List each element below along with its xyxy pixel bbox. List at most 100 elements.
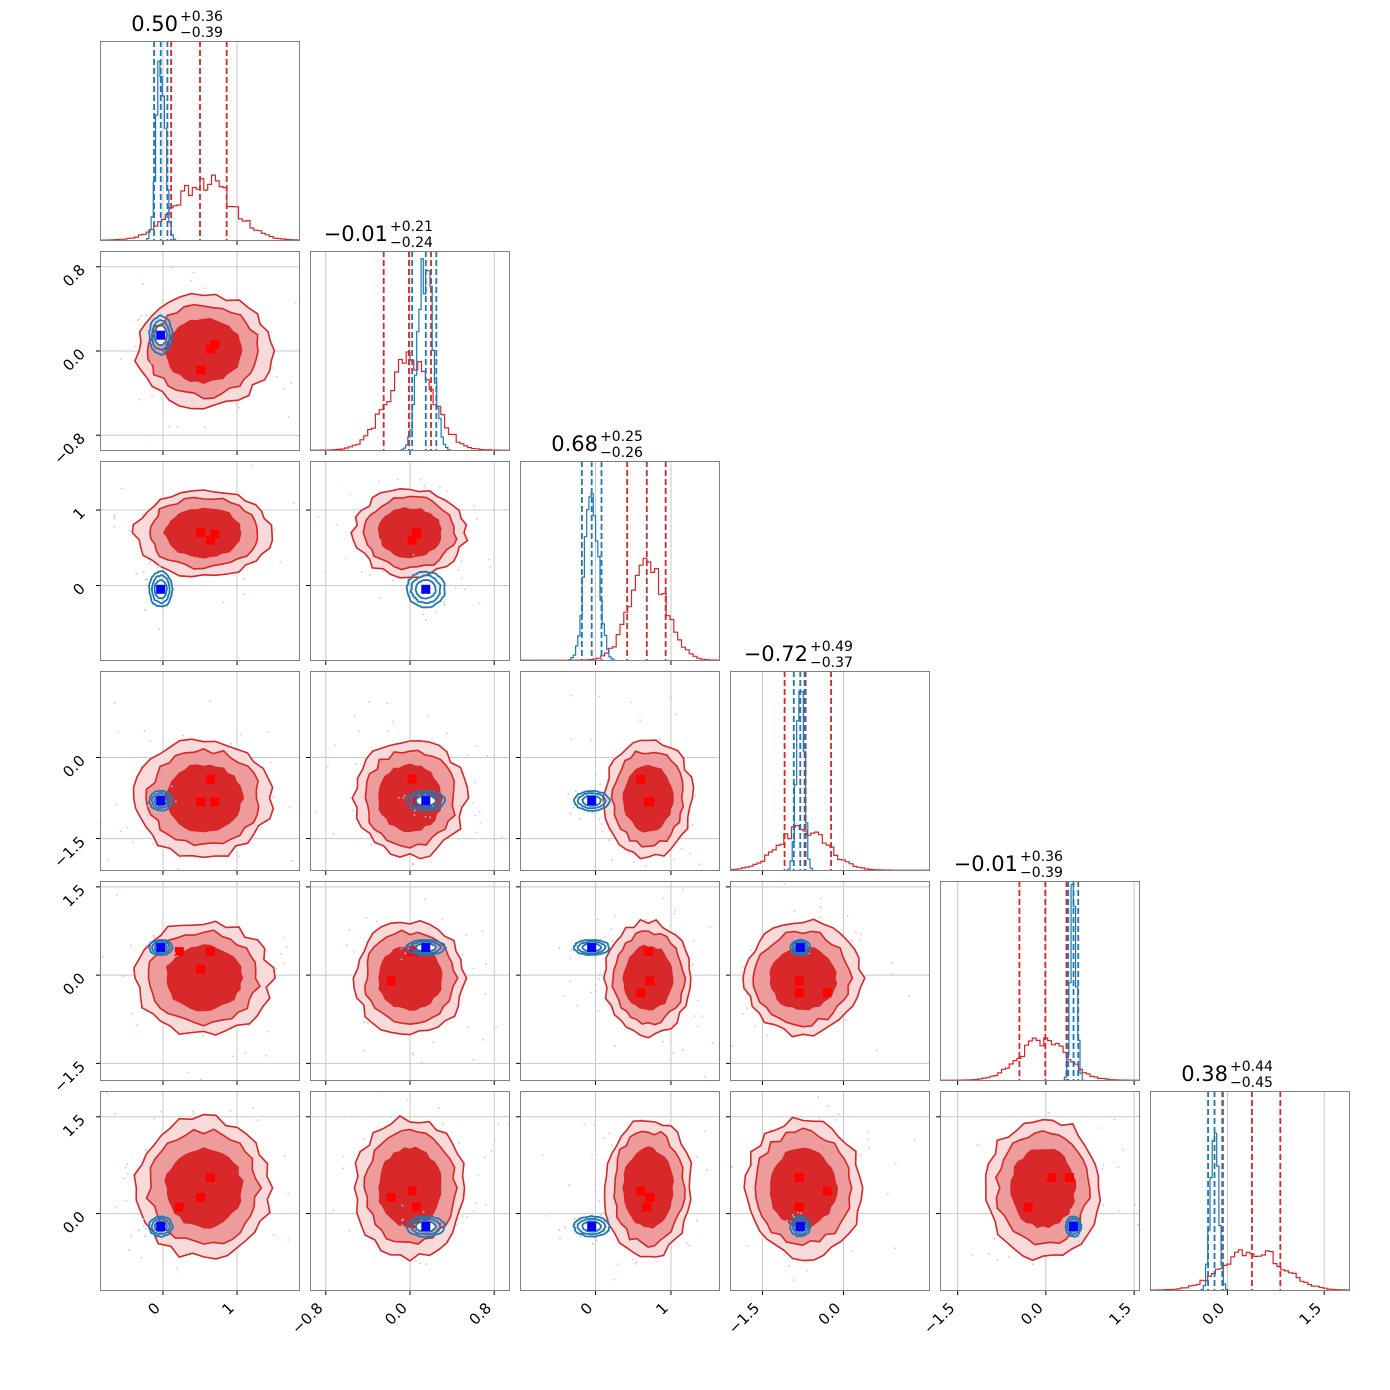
sample-point — [331, 351, 333, 353]
blue-marker — [421, 796, 431, 806]
red-marker — [645, 1193, 655, 1202]
sample-point — [149, 739, 152, 742]
contour-blue-2sigma — [150, 791, 171, 810]
y-tick-label: −1.5 — [50, 833, 88, 871]
red-marker — [642, 1202, 652, 1212]
sample-point — [315, 753, 317, 755]
x-tick-label: 1.5 — [1105, 1299, 1135, 1329]
sample-point — [783, 1254, 786, 1256]
sample-point — [363, 1049, 366, 1052]
sample-point — [695, 1219, 698, 1222]
sample-point — [694, 795, 696, 797]
sample-point — [125, 1199, 128, 1202]
red-marker — [407, 1186, 417, 1196]
sample-point — [475, 517, 478, 520]
sample-point-blue — [558, 1229, 561, 1232]
sample-point — [937, 1167, 939, 1169]
red-marker — [794, 976, 804, 986]
sample-point — [590, 991, 592, 994]
sample-point-blue — [158, 565, 161, 568]
sample-point — [583, 1123, 586, 1126]
title-minus: −0.39 — [180, 25, 223, 41]
sample-point — [599, 783, 601, 786]
sample-point — [120, 830, 122, 832]
sample-point-blue — [461, 953, 464, 956]
sample-point — [204, 426, 207, 429]
sample-point — [138, 398, 141, 401]
sample-point — [971, 1254, 974, 1257]
sample-point — [746, 1245, 749, 1247]
x-tick-label: 0.8 — [465, 1299, 495, 1329]
sample-point-blue — [1069, 1208, 1072, 1211]
sample-point — [675, 713, 678, 716]
sample-point — [632, 1258, 634, 1261]
panel-content — [520, 461, 720, 661]
red-marker — [174, 947, 184, 957]
red-marker — [210, 340, 220, 350]
sample-point-blue — [175, 800, 177, 803]
panel-4-1 — [306, 881, 510, 1085]
sample-point — [232, 1055, 234, 1058]
sample-point — [283, 387, 285, 390]
sample-point-blue — [404, 952, 407, 955]
sample-point — [392, 720, 395, 723]
x-tick-label: 1 — [218, 1299, 237, 1318]
y-tick-label: 0.0 — [59, 345, 89, 375]
sample-point — [501, 835, 503, 838]
sample-point — [859, 938, 861, 941]
sample-point-blue — [158, 1241, 161, 1244]
sample-point — [692, 963, 694, 966]
sample-point — [136, 319, 139, 322]
x-tick-label: 0.0 — [1199, 1299, 1229, 1329]
sample-point — [866, 1131, 869, 1134]
sample-point — [265, 1054, 268, 1057]
sample-point — [613, 1278, 615, 1281]
red-marker — [196, 964, 206, 974]
sample-point — [1122, 1148, 1124, 1151]
panel-content — [730, 671, 930, 871]
sample-point — [890, 973, 893, 975]
sample-point — [165, 1070, 167, 1072]
panel-frame — [940, 881, 1140, 1081]
sample-point — [312, 402, 314, 404]
red-marker — [636, 1186, 646, 1196]
sample-point — [136, 1024, 138, 1026]
panel-frame — [100, 1091, 300, 1291]
sample-point — [279, 561, 282, 564]
sample-point — [446, 490, 448, 492]
sample-point-blue — [617, 1220, 620, 1223]
sample-point-blue — [608, 1217, 611, 1220]
panel-content — [940, 881, 1140, 1081]
sample-point — [541, 1154, 544, 1157]
sample-point — [126, 1173, 129, 1175]
sample-point — [709, 926, 712, 928]
sample-point — [855, 931, 857, 934]
red-marker — [645, 976, 655, 986]
sample-point — [272, 795, 275, 798]
sample-point-blue — [450, 810, 452, 813]
sample-point — [115, 894, 118, 896]
blue-marker — [156, 943, 166, 952]
sample-point — [176, 1267, 179, 1270]
sample-point — [701, 1015, 704, 1017]
sample-point-blue — [172, 322, 175, 325]
sample-point — [754, 1025, 756, 1028]
sample-point-blue — [412, 554, 415, 556]
sample-point — [793, 910, 796, 912]
sample-point — [732, 1146, 734, 1148]
sample-point — [1007, 1256, 1010, 1258]
sample-point — [355, 762, 357, 765]
title-plus: +0.21 — [390, 219, 433, 235]
sample-point — [240, 733, 243, 736]
sample-point — [243, 593, 246, 596]
sample-point-blue — [146, 578, 149, 581]
sample-point-blue — [153, 1211, 156, 1214]
sample-point — [603, 1136, 605, 1139]
contour-blue-2sigma — [576, 792, 607, 810]
contour-blue-2sigma — [150, 574, 171, 605]
sample-point — [324, 571, 327, 573]
sample-point-blue — [446, 938, 449, 941]
sample-point — [437, 1107, 440, 1110]
sample-point — [699, 1006, 701, 1008]
sample-point-blue — [148, 941, 151, 943]
